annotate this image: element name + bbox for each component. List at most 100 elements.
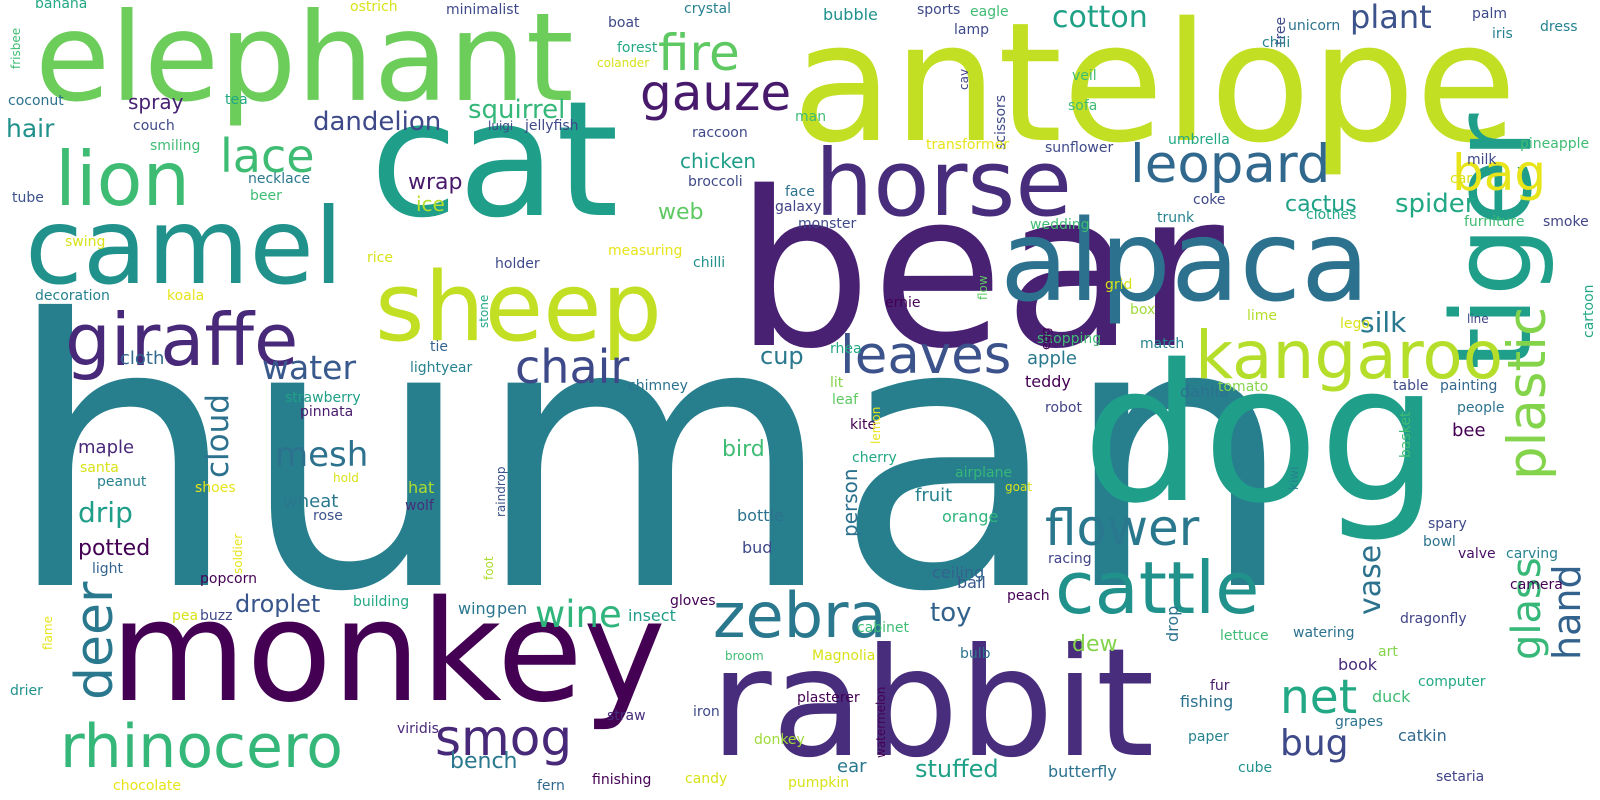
word-carving: carving (1506, 546, 1558, 562)
word-flower: flower (1045, 499, 1200, 557)
word-shopping: shopping (1037, 331, 1101, 347)
word-glass: glass (1504, 557, 1550, 660)
word-ernie: ernie (885, 295, 921, 311)
word-tree: tree (1273, 17, 1289, 45)
word-cattle: cattle (1055, 546, 1259, 630)
word-gauze: gauze (640, 64, 791, 122)
word-ostrich: ostrich (350, 0, 398, 15)
word-building: building (353, 594, 409, 610)
word-monkey: monkey (110, 571, 666, 734)
word-people: people (1457, 400, 1504, 416)
word-kite: kite (850, 417, 876, 433)
word-butterfly: butterfly (1048, 762, 1117, 781)
word-robot: robot (1045, 400, 1082, 416)
word-fruit: fruit (915, 485, 952, 506)
word-tomato: tomato (1218, 379, 1268, 395)
word-leaf: leaf (832, 392, 859, 408)
word-cup: cup (760, 342, 804, 370)
word-bubble: bubble (823, 5, 878, 24)
word-smiling: smiling (150, 138, 200, 154)
word-coke: coke (1193, 192, 1225, 208)
word-lemon: lemon (869, 407, 883, 444)
word-minimalist: minimalist (446, 2, 520, 18)
word-crystal: crystal (684, 1, 731, 17)
word-raccoon: raccoon (692, 125, 748, 141)
word-giraffe: giraffe (65, 298, 298, 382)
word-wrap: wrap (408, 170, 462, 195)
word-kangaroo: kangaroo (1195, 317, 1503, 394)
word-foot: foot (482, 556, 496, 580)
word-goat: goat (1005, 480, 1032, 494)
word-bud: bud (742, 538, 772, 557)
word-lettuce: lettuce (1220, 628, 1269, 644)
word-bottle: bottle (737, 506, 784, 525)
word-lit: lit (830, 375, 844, 391)
word-man: man (795, 109, 826, 125)
word-holder: holder (495, 256, 540, 272)
word-lego: lego (1340, 316, 1370, 332)
word-rice: rice (367, 250, 393, 266)
word-rhea: rhea (830, 341, 862, 357)
word-fern: fern (537, 778, 565, 794)
word-art: art (1378, 644, 1398, 660)
word-ice: ice (416, 192, 445, 216)
word-airplane: airplane (955, 465, 1012, 481)
word-orange: orange (942, 507, 998, 526)
word-dog: dog (1082, 324, 1439, 545)
word-duck: duck (1372, 687, 1411, 706)
word-droplet: droplet (235, 590, 320, 618)
word-koala: koala (167, 288, 204, 304)
word-scissors: scissors (993, 95, 1009, 150)
word-web: web (658, 200, 704, 225)
word-frisbee: frisbee (9, 28, 23, 69)
word-dandelion: dandelion (313, 107, 441, 137)
word-plant: plant (1350, 0, 1432, 36)
word-squirrel: squirrel (468, 95, 565, 125)
word-person: person (838, 468, 862, 537)
word-deer: deer (65, 581, 125, 700)
word-peanut: peanut (97, 474, 147, 490)
word-flow: flow (976, 275, 990, 300)
word-apple: apple (1027, 348, 1077, 369)
word-monster: monster (798, 216, 856, 232)
word-flame: flame (41, 616, 55, 650)
word-chair: chair (515, 340, 629, 394)
word-antelope: antelope (792, 0, 1517, 179)
word-sunflower: sunflower (1045, 140, 1113, 156)
word-pumpkin: pumpkin (788, 775, 849, 791)
word-watermelon: watermelon (874, 687, 888, 758)
word-broccoli: broccoli (688, 174, 743, 190)
word-smoke: smoke (1543, 214, 1589, 230)
word-elephant: elephant (35, 0, 574, 129)
word-milk: milk (1467, 152, 1497, 168)
word-computer: computer (1418, 674, 1486, 690)
word-horse: horse (815, 130, 1072, 237)
word-shoes: shoes (195, 480, 236, 496)
word-cherry: cherry (852, 450, 897, 466)
word-racing: racing (1048, 551, 1092, 567)
word-ceiling: ceiling (932, 563, 984, 582)
word-sports: sports (917, 2, 960, 18)
word-spary: spary (1428, 516, 1467, 532)
word-furniture: furniture (1464, 214, 1525, 230)
word-wedding: wedding (1030, 217, 1090, 233)
word-unicorn: unicorn (1288, 18, 1340, 34)
word-cube: cube (1238, 760, 1272, 776)
word-bird: bird (722, 437, 765, 462)
word-sofa: sofa (1068, 98, 1097, 114)
word-umbrella: umbrella (1168, 132, 1230, 148)
word-rhinocero: rhinocero (60, 712, 343, 782)
word-bag: bag (1452, 144, 1546, 202)
word-colander: colander (597, 56, 649, 70)
word-zebra: zebra (713, 579, 887, 652)
word-iron: iron (693, 704, 720, 720)
word-galaxy: galaxy (775, 199, 822, 215)
word-cat: cat (370, 66, 619, 253)
word-insect: insect (628, 606, 676, 625)
word-luigi: luigi (488, 119, 513, 133)
word-setaria: setaria (1436, 769, 1484, 785)
word-grid: grid (1105, 277, 1132, 293)
word-bear: bear (735, 145, 1225, 396)
word-cav: cav (957, 69, 971, 90)
word-broom: broom (725, 649, 764, 663)
